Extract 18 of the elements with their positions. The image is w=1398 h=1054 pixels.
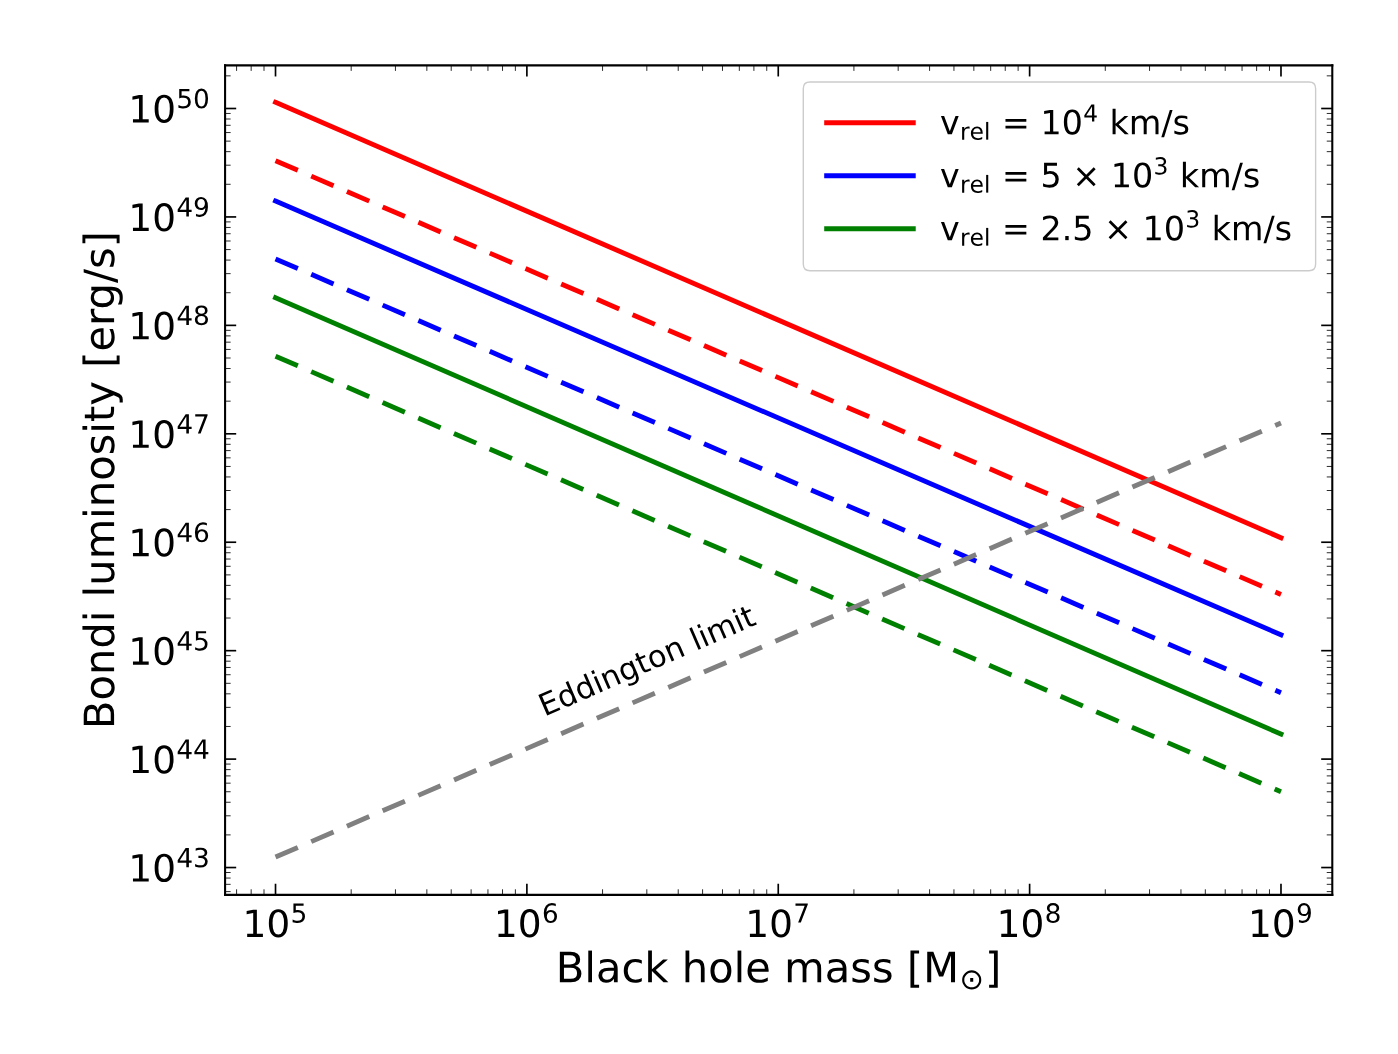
legend-label: v$_{rel}$ = 5 × 10$^{3}$ km/s [940, 157, 1259, 193]
x-axis-title: Black hole mass [M$_{⊙}$] [559, 950, 998, 990]
x-tick-label: 10$^{5}$ [246, 903, 305, 938]
y-tick-label: 10$^{48}$ [132, 305, 208, 340]
y-tick-label: 10$^{43}$ [132, 847, 208, 883]
y-tick-label: 10$^{45}$ [132, 631, 208, 666]
y-tick-label: 10$^{49}$ [132, 197, 208, 232]
y-tick-label: 10$^{47}$ [132, 414, 208, 449]
legend-label: v$_{rel}$ = 10$^{4}$ km/s [940, 104, 1189, 140]
x-tick-label: 10$^{8}$ [1000, 903, 1060, 938]
x-tick-label: 10$^{7}$ [749, 903, 808, 938]
y-tick-label: 10$^{44}$ [132, 739, 209, 774]
y-tick-label: 10$^{50}$ [132, 88, 209, 123]
x-tick-label: 10$^{6}$ [498, 903, 558, 938]
x-tick-label: 10$^{9}$ [1252, 903, 1311, 938]
legend-label: v$_{rel}$ = 2.5 × 10$^{3}$ km/s [940, 210, 1291, 246]
y-tick-label: 10$^{46}$ [132, 522, 209, 557]
y-axis-title: Bondi luminosity [erg/s] [82, 234, 123, 726]
